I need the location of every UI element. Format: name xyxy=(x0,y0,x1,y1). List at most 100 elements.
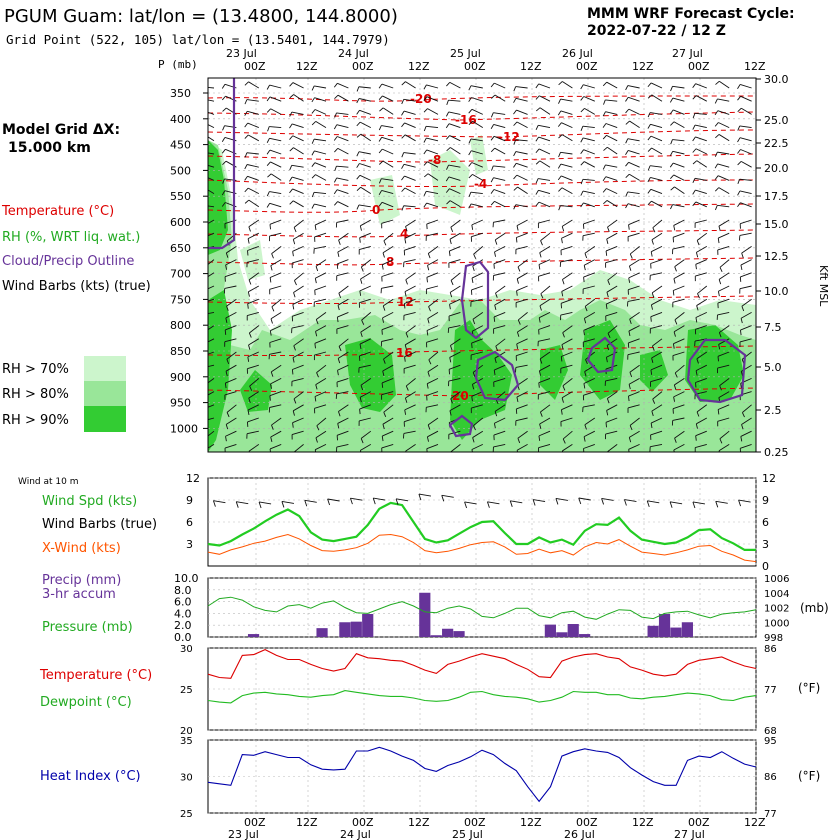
temperature-contour-label: -12 xyxy=(498,130,520,144)
wind-barb-flag xyxy=(221,95,226,101)
wind-barb-shaft xyxy=(584,312,596,319)
x-wind-line xyxy=(207,533,757,563)
wind-barb-shaft xyxy=(494,417,506,424)
wind-barb-flag xyxy=(491,165,494,171)
wind-barb xyxy=(266,96,282,102)
wind-barb xyxy=(226,404,237,418)
wind-barb xyxy=(448,245,461,257)
wind-speed-line xyxy=(207,501,756,552)
wind-barb xyxy=(271,298,282,312)
wind-barb-flag xyxy=(583,330,585,336)
wind-barb xyxy=(449,351,461,363)
wind-barb-shaft xyxy=(673,109,685,115)
wind-barb-shaft xyxy=(560,98,573,102)
wind-barb-shaft xyxy=(472,174,484,181)
wind-barb-shaft xyxy=(584,246,596,254)
wind-barb xyxy=(380,338,394,347)
wind-barb-flag xyxy=(625,108,630,114)
wind-barb xyxy=(696,404,708,417)
wind-barb-flag xyxy=(493,316,496,322)
wind-barb xyxy=(672,338,685,349)
wind-barb-shaft xyxy=(208,391,215,396)
wind-barb-shaft xyxy=(382,95,394,102)
wind-barb-flag xyxy=(468,150,472,156)
wind-barb xyxy=(741,417,752,430)
wind-barb xyxy=(224,377,237,389)
wind-barb xyxy=(561,219,573,232)
wind-barb-shaft xyxy=(315,378,327,385)
wind-barb-flag xyxy=(669,97,674,103)
wind-barb-flag xyxy=(449,357,452,363)
wind-barb xyxy=(669,109,685,115)
wind-barb-shaft xyxy=(494,298,506,306)
wind-barb-shaft xyxy=(651,298,663,306)
wind-barb-shaft xyxy=(582,404,595,408)
wind-barb-flag xyxy=(311,138,315,144)
wind-barb-flag xyxy=(538,370,541,376)
surface-wind-barb-shaft xyxy=(715,500,728,504)
wind-barb-shaft xyxy=(538,391,551,395)
wind-barb-shaft xyxy=(426,443,439,450)
wind-barb-flag xyxy=(625,203,629,209)
wind-barb-shaft xyxy=(470,191,483,195)
wind-barb-flag xyxy=(337,251,340,258)
wind-barb xyxy=(208,177,215,181)
wind-barb-flag xyxy=(516,290,518,296)
wind-barb-shaft xyxy=(651,351,663,359)
wind-barb xyxy=(580,202,595,208)
wind-barb-flag xyxy=(359,225,362,231)
wind-barb-shaft xyxy=(717,151,730,155)
wind-barb-flag xyxy=(539,305,542,311)
wind-barb-flag xyxy=(692,83,696,89)
wind-barb xyxy=(315,378,327,390)
wind-barb xyxy=(405,378,416,391)
wind-barb-shaft xyxy=(560,298,573,304)
wind-barb xyxy=(378,148,394,155)
wind-barb xyxy=(513,139,528,145)
wind-barb-flag xyxy=(292,410,295,416)
wind-barb-shaft xyxy=(672,245,685,250)
wind-barb-shaft xyxy=(606,134,618,142)
wind-barb-flag xyxy=(200,134,204,137)
wind-barb-flag xyxy=(356,110,360,115)
wind-barb-shaft xyxy=(248,285,260,293)
wind-barb-flag xyxy=(692,95,697,100)
wind-barb xyxy=(423,173,439,181)
wind-barb xyxy=(269,338,282,348)
wind-barb xyxy=(697,285,708,299)
precip-bar xyxy=(362,613,374,637)
wind-barb-shaft xyxy=(403,205,416,208)
wind-barb-shaft xyxy=(248,219,260,228)
wind-barb-flag xyxy=(360,266,364,272)
wind-barb-flag xyxy=(314,224,317,231)
wind-barb xyxy=(629,312,640,324)
wind-barb-flag xyxy=(449,292,453,298)
wind-barb-shaft xyxy=(697,285,708,294)
wind-barb-shaft xyxy=(269,351,282,355)
wind-barb-flag xyxy=(426,436,429,442)
wind-barb xyxy=(468,85,483,91)
wind-barb xyxy=(244,122,259,129)
surface-wind-barb-shaft xyxy=(647,500,660,504)
wind-barb-flag xyxy=(378,178,382,184)
wind-barb xyxy=(405,325,416,338)
wind-barb xyxy=(540,285,551,299)
wind-barb xyxy=(561,232,573,244)
wind-barb xyxy=(311,109,327,115)
wind-barb-flag xyxy=(697,293,700,299)
wind-barb xyxy=(337,298,349,311)
wind-barb-flag xyxy=(266,191,270,197)
wind-barb-shaft xyxy=(471,351,483,356)
wind-barb xyxy=(629,246,640,259)
wind-barb-shaft xyxy=(403,110,416,115)
wind-barb-flag xyxy=(311,121,317,126)
wind-barb-flag xyxy=(628,330,631,337)
wind-barb-shaft xyxy=(208,285,215,290)
wind-barb-flag xyxy=(628,384,631,390)
wind-barb xyxy=(650,430,663,440)
wind-barb-flag xyxy=(741,424,744,430)
wind-barb xyxy=(741,298,752,312)
wind-barb-flag xyxy=(673,331,676,337)
wind-barb xyxy=(513,186,528,194)
